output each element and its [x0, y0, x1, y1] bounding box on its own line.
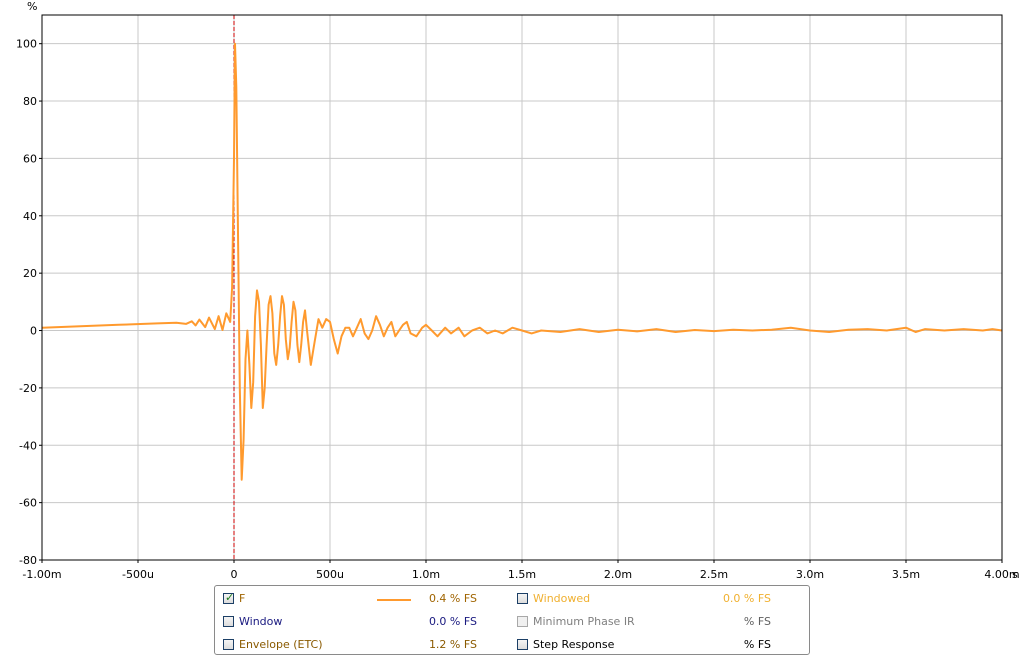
- legend-swatch: [377, 599, 411, 601]
- grid: [41, 15, 1003, 561]
- legend-row: Window 0.0 % FS: [215, 613, 809, 631]
- y-tick-label: 100: [16, 38, 37, 51]
- legend-label: Windowed: [533, 592, 591, 605]
- legend-value: 0.0 % FS: [428, 615, 477, 628]
- x-tick-label: 4.00m: [984, 568, 1019, 580]
- y-tick-label: 60: [23, 152, 37, 165]
- legend-row: Minimum Phase IR % FS: [215, 613, 809, 631]
- y-tick-label: 80: [23, 95, 37, 108]
- y-unit-label: %: [27, 0, 37, 13]
- x-tick-label: 2.5m: [700, 568, 728, 580]
- x-tick-label: 2.0m: [604, 568, 632, 580]
- y-tick-label: 0: [30, 325, 37, 338]
- x-unit-label: s: [1012, 568, 1018, 580]
- legend-value: 1.2 % FS: [428, 638, 477, 651]
- legend-checkbox[interactable]: [223, 639, 234, 650]
- legend-row: Envelope (ETC) 1.2 % FS: [215, 636, 809, 654]
- series-line-F: [41, 42, 1003, 481]
- x-tick-label: -1.00m: [22, 568, 61, 580]
- y-tick-label: -60: [19, 497, 37, 510]
- x-tick-label: 500u: [316, 568, 344, 580]
- legend-value: % FS: [743, 638, 771, 651]
- legend-row: Step Response % FS: [215, 636, 809, 654]
- legend-label: Step Response: [533, 638, 615, 651]
- legend-checkbox[interactable]: ✓: [223, 591, 235, 604]
- x-tick-label: 3.5m: [892, 568, 920, 580]
- y-tick-label: -40: [19, 439, 37, 452]
- x-tick-label: 0: [231, 568, 238, 580]
- legend-label: Minimum Phase IR: [533, 615, 635, 628]
- legend-label: Window: [239, 615, 283, 628]
- legend-value: 0.0 % FS: [722, 592, 771, 605]
- legend-checkbox[interactable]: [517, 639, 528, 650]
- impulse-response-chart: -1.00m -500u 0 500u 1.0m 1.5m 2.0m 2.5m 3.0m 3.5m…: [16, 0, 1020, 580]
- y-tick-label: -80: [19, 554, 37, 567]
- legend-panel: ✓ F 0.4 % FS Windowed 0.0 % FS Window 0.0 % FS…: [214, 585, 810, 655]
- y-tick-label: 20: [23, 267, 37, 280]
- x-tick-label: -500u: [122, 568, 154, 580]
- legend-checkbox: [517, 616, 528, 627]
- axis-ticks: -1.00m -500u 0 500u 1.0m 1.5m 2.0m 2.5m 3.0m 3.5m…: [16, 38, 1020, 580]
- x-tick-label: 1.5m: [508, 568, 536, 580]
- plot-frame: [41, 14, 1003, 561]
- series-layer: [41, 42, 1003, 481]
- check-icon: ✓: [225, 591, 235, 604]
- legend-value: 0.4 % FS: [428, 592, 477, 605]
- legend-row: Windowed 0.0 % FS: [215, 590, 809, 608]
- legend-label: Envelope (ETC): [239, 638, 323, 651]
- legend-checkbox[interactable]: [517, 593, 528, 604]
- x-tick-label: 1.0m: [412, 568, 440, 580]
- y-tick-label: 40: [23, 210, 37, 223]
- legend-value: % FS: [743, 615, 771, 628]
- legend-label: F: [239, 592, 246, 605]
- x-tick-label: 3.0m: [796, 568, 824, 580]
- legend-row: ✓ F 0.4 % FS: [215, 590, 809, 608]
- legend-checkbox[interactable]: [223, 616, 234, 627]
- y-tick-label: -20: [19, 382, 37, 395]
